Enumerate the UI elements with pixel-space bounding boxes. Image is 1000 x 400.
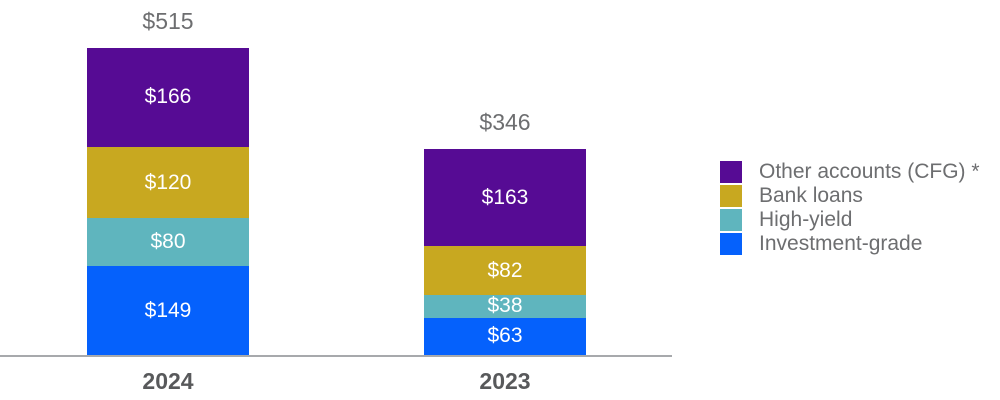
legend: Other accounts (CFG) * Bank loans High-yie… bbox=[720, 160, 980, 255]
stacked-bar-2024: $166 $120 $80 $149 bbox=[87, 48, 249, 355]
segment-value-label: $82 bbox=[487, 258, 523, 282]
bar-segment: $166 bbox=[87, 48, 249, 147]
legend-item: High-yield bbox=[720, 208, 980, 231]
legend-item: Bank loans bbox=[720, 184, 980, 207]
segment-value-label: $38 bbox=[487, 295, 523, 318]
legend-label: High-yield bbox=[759, 208, 853, 231]
stacked-bar-2023: $163 $82 $38 $63 bbox=[424, 149, 586, 356]
segment-value-label: $120 bbox=[144, 170, 192, 194]
category-label: 2023 bbox=[479, 368, 531, 394]
legend-label: Other accounts (CFG) * bbox=[759, 160, 980, 183]
bar-segment: $38 bbox=[424, 295, 586, 318]
bar-segment: $80 bbox=[87, 218, 249, 267]
legend-swatch bbox=[720, 161, 742, 183]
bar-segment: $82 bbox=[424, 246, 586, 295]
segment-value-label: $80 bbox=[150, 230, 186, 254]
segment-value-label: $149 bbox=[144, 298, 192, 322]
segment-value-label: $163 bbox=[481, 185, 529, 209]
bar-total-label: $346 bbox=[479, 108, 531, 135]
legend-label: Bank loans bbox=[759, 184, 863, 207]
legend-item: Other accounts (CFG) * bbox=[720, 160, 980, 183]
legend-label: Investment-grade bbox=[759, 232, 923, 255]
bar-segment: $149 bbox=[87, 266, 249, 355]
legend-swatch bbox=[720, 233, 742, 255]
bar-segment: $120 bbox=[87, 146, 249, 219]
bar-segment: $163 bbox=[424, 149, 586, 247]
segment-value-label: $166 bbox=[144, 85, 192, 109]
segment-value-label: $63 bbox=[487, 324, 523, 348]
x-axis-baseline bbox=[0, 355, 672, 357]
bar-segment: $63 bbox=[424, 317, 586, 356]
legend-item: Investment-grade bbox=[720, 232, 980, 255]
legend-swatch bbox=[720, 209, 742, 231]
legend-swatch bbox=[720, 185, 742, 207]
bar-total-label: $515 bbox=[142, 7, 194, 34]
category-label: 2024 bbox=[142, 368, 194, 394]
